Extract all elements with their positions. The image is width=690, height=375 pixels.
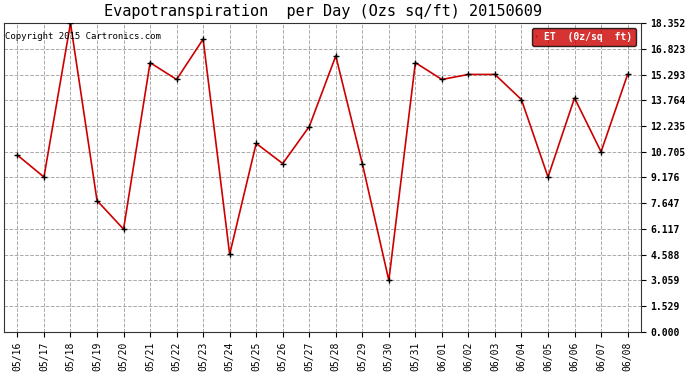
Legend: ET  (0z/sq  ft): ET (0z/sq ft) — [532, 28, 636, 46]
Title: Evapotranspiration  per Day (Ozs sq/ft) 20150609: Evapotranspiration per Day (Ozs sq/ft) 2… — [104, 4, 542, 19]
Text: Copyright 2015 Cartronics.com: Copyright 2015 Cartronics.com — [6, 32, 161, 41]
